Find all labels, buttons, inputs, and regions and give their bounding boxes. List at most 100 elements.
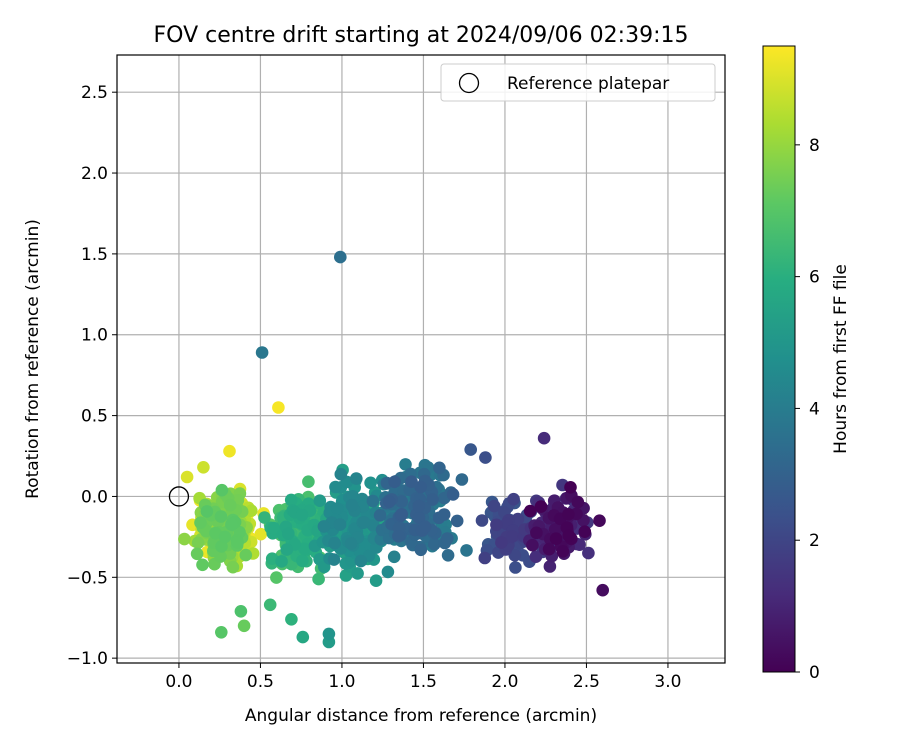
data-point [428,538,441,551]
reference-platepar-marker [168,486,190,507]
data-point [275,555,288,568]
data-point [354,554,368,568]
data-point [529,550,543,563]
x-tick-label: 3.0 [654,672,681,692]
data-point [234,605,248,618]
data-point [530,526,543,540]
data-point [313,494,327,508]
data-point [215,540,228,553]
y-axis-ticks: −1.0 −0.5 0.0 0.5 1.0 1.5 2.0 2.5 [67,83,117,669]
data-point [487,499,501,513]
data-point [455,473,469,486]
data-point [196,558,209,572]
data-point [180,470,194,484]
colorbar-tick-label: 2 [809,531,820,551]
data-point [263,598,277,612]
data-point [344,537,358,550]
y-tick-label: 2.5 [81,83,108,103]
data-point [215,483,229,497]
data-point [388,475,401,489]
data-point [280,543,294,556]
colorbar-tick-label: 0 [809,663,820,683]
y-axis-label: Rotation from reference (arcmin) [23,219,43,499]
legend: Reference platepar [440,63,716,102]
colorbar-tick-label: 6 [809,268,820,288]
data-point [562,508,575,521]
data-point [405,475,418,489]
legend-marker-icon [458,72,480,94]
data-point [506,530,519,543]
data-point [537,431,551,445]
data-point [190,547,204,561]
data-point [495,536,508,549]
data-point [245,504,258,517]
data-point [231,536,244,549]
data-point [511,512,525,526]
data-point [433,461,446,475]
data-point [526,538,539,552]
data-point [446,488,460,501]
data-point [562,529,576,543]
data-point [464,443,478,456]
data-point [479,451,492,464]
scatter-points [168,250,609,649]
data-point [254,527,268,541]
data-point [330,502,344,515]
data-point [214,510,228,523]
data-point [334,250,347,264]
y-tick-label: 0.5 [81,407,108,427]
data-point [549,532,563,545]
data-point [215,626,228,639]
plot-frame [116,54,726,664]
data-point [237,619,251,633]
data-point [593,514,606,527]
data-point [350,472,363,485]
data-point [351,567,364,580]
data-point [322,627,336,641]
x-tick-label: 1.5 [410,672,437,692]
data-point [366,494,380,508]
colorbar: 0 2 4 6 8 Hours from first FF file [762,45,851,683]
y-tick-label: −0.5 [67,568,108,588]
colorbar-gradient [762,45,796,673]
data-point [282,527,295,540]
data-point [383,495,396,509]
data-point [490,518,503,532]
data-point [392,530,405,543]
colorbar-tick-label: 8 [809,136,820,156]
data-point [582,546,595,560]
data-point [239,548,253,562]
data-point [596,583,609,597]
data-point [178,532,191,546]
data-point [508,549,522,562]
y-tick-label: 1.5 [81,245,108,265]
data-point [412,511,426,524]
data-point [441,532,454,545]
data-point [329,480,342,494]
data-point [357,516,371,529]
data-point [578,525,592,538]
data-point [381,565,395,579]
data-point [223,444,236,458]
data-point [295,508,309,522]
data-point [218,530,232,544]
data-point [418,520,432,534]
data-point [507,492,520,506]
data-point [387,550,401,564]
data-point [395,495,409,508]
data-point [258,511,271,524]
data-point [191,536,205,550]
data-point [437,508,451,521]
data-point [345,498,359,512]
data-point [272,401,285,414]
data-point [302,475,315,489]
x-axis-label: Angular distance from reference (arcmin) [245,706,597,726]
data-point [312,572,325,586]
colorbar-tick-label: 4 [809,399,820,419]
data-point [285,613,298,626]
data-point [542,542,556,556]
data-point [327,553,341,566]
data-point [364,476,377,490]
data-point [298,542,311,556]
